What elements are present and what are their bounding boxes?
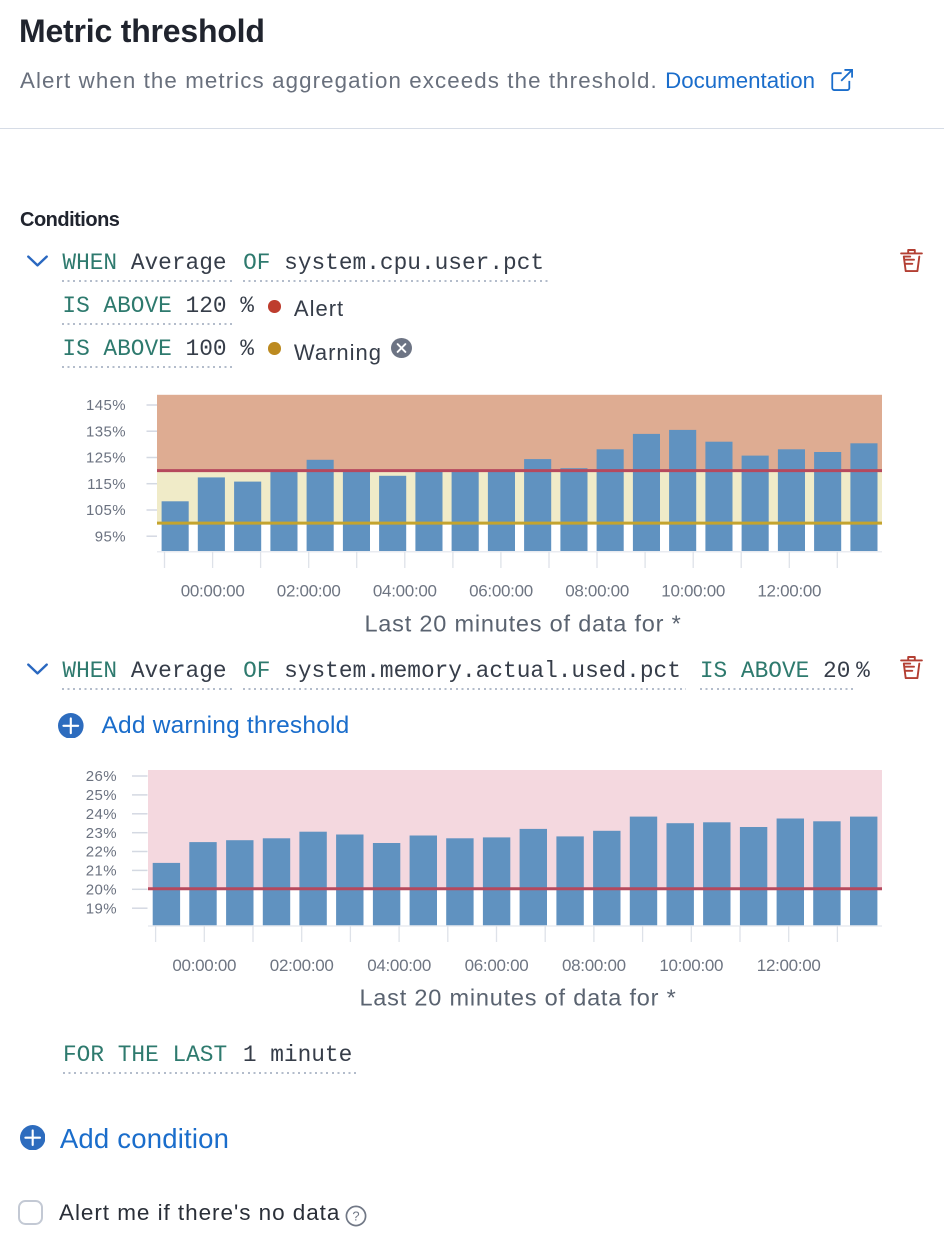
- svg-text:24%: 24%: [86, 806, 117, 823]
- svg-text:08:00:00: 08:00:00: [565, 582, 629, 601]
- svg-text:08:00:00: 08:00:00: [562, 956, 626, 975]
- svg-text:Last 20 minutes of data for *: Last 20 minutes of data for *: [364, 611, 681, 637]
- svg-text:23%: 23%: [86, 825, 117, 842]
- svg-text:20%: 20%: [86, 882, 117, 899]
- svg-text:12:00:00: 12:00:00: [757, 956, 821, 975]
- svg-text:21%: 21%: [86, 863, 117, 880]
- svg-text:125%: 125%: [86, 450, 126, 467]
- svg-text:105%: 105%: [86, 502, 126, 519]
- svg-text:02:00:00: 02:00:00: [277, 582, 341, 601]
- svg-text:10:00:00: 10:00:00: [661, 582, 725, 601]
- svg-text:95%: 95%: [95, 528, 126, 545]
- svg-text:04:00:00: 04:00:00: [367, 956, 431, 975]
- svg-text:10:00:00: 10:00:00: [659, 956, 723, 975]
- svg-text:?: ?: [352, 1208, 359, 1223]
- svg-text:22%: 22%: [86, 844, 117, 861]
- svg-text:Last 20 minutes of data for *: Last 20 minutes of data for *: [359, 985, 676, 1011]
- svg-text:00:00:00: 00:00:00: [172, 956, 236, 975]
- svg-text:00:00:00: 00:00:00: [181, 582, 245, 601]
- svg-text:06:00:00: 06:00:00: [469, 582, 533, 601]
- svg-text:135%: 135%: [86, 423, 126, 440]
- svg-text:04:00:00: 04:00:00: [373, 582, 437, 601]
- svg-text:26%: 26%: [86, 768, 117, 785]
- svg-text:19%: 19%: [86, 900, 117, 917]
- svg-text:145%: 145%: [86, 397, 126, 414]
- svg-text:02:00:00: 02:00:00: [270, 956, 334, 975]
- svg-text:25%: 25%: [86, 787, 117, 804]
- svg-text:115%: 115%: [87, 476, 126, 493]
- svg-text:12:00:00: 12:00:00: [757, 582, 821, 601]
- svg-text:06:00:00: 06:00:00: [465, 956, 529, 975]
